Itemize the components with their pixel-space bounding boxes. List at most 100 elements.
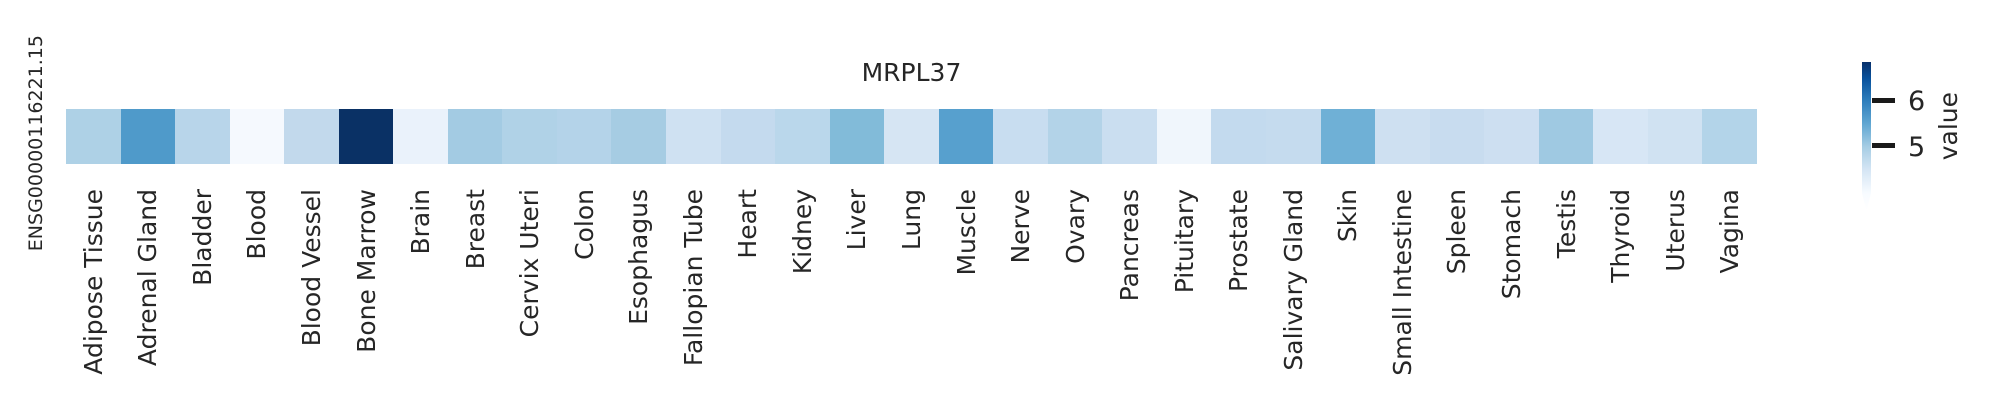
heatmap-cell-uterus (1647, 109, 1703, 164)
x-tick-blood: Blood (230, 189, 285, 399)
heatmap-cell-spleen (1429, 109, 1485, 164)
x-tick-testis: Testis (1539, 189, 1594, 399)
heatmap-cell-liver (829, 109, 885, 164)
x-tick-label: Bone Marrow (351, 189, 381, 353)
x-tick-label: Brain (406, 189, 436, 255)
heatmap-cell-vagina (1702, 109, 1757, 164)
x-tick-label: Kidney (787, 189, 817, 275)
x-tick-label: Cervix Uteri (515, 189, 545, 338)
heatmap-cell-heart (720, 109, 776, 164)
x-tick-labels: Adipose Tissue Adrenal Gland Bladder Blood B… (66, 189, 1757, 399)
x-tick-label: Fallopian Tube (678, 189, 708, 367)
x-tick-small-intestine: Small Intestine (1375, 189, 1430, 399)
row-tick-label: ENSG00000116221.15 (25, 35, 47, 252)
x-tick-blood-vessel: Blood Vessel (284, 189, 339, 399)
x-tick-heart: Heart (721, 189, 776, 399)
heatmap-cell-ovary (1047, 109, 1103, 164)
x-tick-label: Pituitary (1169, 189, 1199, 294)
x-tick-ovary: Ovary (1048, 189, 1103, 399)
x-tick-label: Pancreas (1115, 189, 1145, 302)
x-tick-label: Thyroid (1606, 189, 1636, 283)
x-tick-label: Blood (242, 189, 272, 260)
heatmap-cell-bone-marrow (338, 109, 394, 164)
heatmap-cell-kidney (775, 109, 830, 164)
x-tick-label: Liver (842, 189, 872, 251)
colorbar-tick-label-6: 6 (1908, 86, 1926, 117)
colorbar-tick-mark-5 (1872, 143, 1895, 148)
x-tick-bone-marrow: Bone Marrow (339, 189, 394, 399)
x-tick-label: Prostate (1224, 189, 1254, 292)
x-tick-label: Small Intestine (1387, 189, 1417, 376)
heatmap-cell-skin (1320, 109, 1376, 164)
x-tick-skin: Skin (1321, 189, 1376, 399)
heatmap-cell-bladder (175, 109, 230, 164)
x-tick-label: Nerve (1006, 189, 1036, 264)
heatmap-cell-muscle (938, 109, 994, 164)
heatmap-cell-adipose-tissue (66, 109, 121, 164)
heatmap-cell-small-intestine (1375, 109, 1430, 164)
x-tick-cervix-uteri: Cervix Uteri (502, 189, 557, 399)
x-tick-esophagus: Esophagus (611, 189, 666, 399)
heatmap-cell-prostate (1211, 109, 1267, 164)
heatmap-cell-colon (556, 109, 612, 164)
x-tick-uterus: Uterus (1648, 189, 1703, 399)
x-tick-colon: Colon (557, 189, 612, 399)
x-tick-label: Adrenal Gland (133, 189, 163, 367)
x-tick-label: Stomach (1496, 189, 1526, 300)
x-tick-label: Muscle (951, 189, 981, 276)
x-tick-brain: Brain (393, 189, 448, 399)
heatmap-row (66, 109, 1757, 164)
heatmap-cell-thyroid (1593, 109, 1648, 164)
x-tick-label: Adipose Tissue (78, 189, 108, 375)
x-tick-label: Ovary (1060, 189, 1090, 264)
x-tick-label: Heart (733, 189, 763, 259)
x-tick-label: Spleen (1442, 189, 1472, 275)
heatmap-cell-breast (447, 109, 503, 164)
heatmap-cell-cervix-uteri (502, 109, 557, 164)
x-tick-adipose-tissue: Adipose Tissue (66, 189, 121, 399)
x-tick-adrenal-gland: Adrenal Gland (121, 189, 176, 399)
x-tick-label: Colon (569, 189, 599, 260)
colorbar-gradient (1862, 62, 1871, 211)
heatmap-cell-esophagus (611, 109, 667, 164)
colorbar-axis-label: value (1934, 92, 1963, 161)
x-tick-vagina: Vagina (1702, 189, 1757, 399)
x-tick-nerve: Nerve (993, 189, 1048, 399)
x-tick-bladder: Bladder (175, 189, 230, 399)
heatmap-cell-adrenal-gland (120, 109, 176, 164)
chart-title: MRPL37 (861, 58, 962, 87)
heatmap-cell-stomach (1484, 109, 1539, 164)
x-tick-label: Bladder (187, 189, 217, 286)
heatmap-cell-nerve (993, 109, 1048, 164)
heatmap-cell-salivary-gland (1266, 109, 1321, 164)
x-tick-pituitary: Pituitary (1157, 189, 1212, 399)
heatmap-cell-brain (393, 109, 448, 164)
x-tick-prostate: Prostate (1211, 189, 1266, 399)
x-tick-label: Uterus (1660, 189, 1690, 272)
x-tick-pancreas: Pancreas (1102, 189, 1157, 399)
x-tick-label: Vagina (1715, 189, 1745, 274)
x-tick-spleen: Spleen (1430, 189, 1485, 399)
x-tick-liver: Liver (830, 189, 885, 399)
x-tick-label: Esophagus (624, 189, 654, 325)
x-tick-salivary-gland: Salivary Gland (1266, 189, 1321, 399)
heatmap-cell-pituitary (1156, 109, 1212, 164)
x-tick-label: Blood Vessel (296, 189, 326, 347)
x-tick-muscle: Muscle (939, 189, 994, 399)
x-tick-label: Skin (1333, 189, 1363, 243)
heatmap-cell-fallopian-tube (666, 109, 721, 164)
x-tick-lung: Lung (884, 189, 939, 399)
x-tick-thyroid: Thyroid (1593, 189, 1648, 399)
heatmap-cell-lung (884, 109, 939, 164)
heatmap-cell-blood-vessel (284, 109, 339, 164)
x-tick-label: Breast (460, 189, 490, 270)
x-tick-label: Lung (896, 189, 926, 251)
x-tick-kidney: Kidney (775, 189, 830, 399)
heatmap-cell-blood (229, 109, 285, 164)
x-tick-breast: Breast (448, 189, 503, 399)
x-tick-label: Testis (1551, 189, 1581, 259)
x-tick-stomach: Stomach (1484, 189, 1539, 399)
colorbar-tick-label-5: 5 (1908, 132, 1926, 163)
heatmap-cell-testis (1538, 109, 1594, 164)
